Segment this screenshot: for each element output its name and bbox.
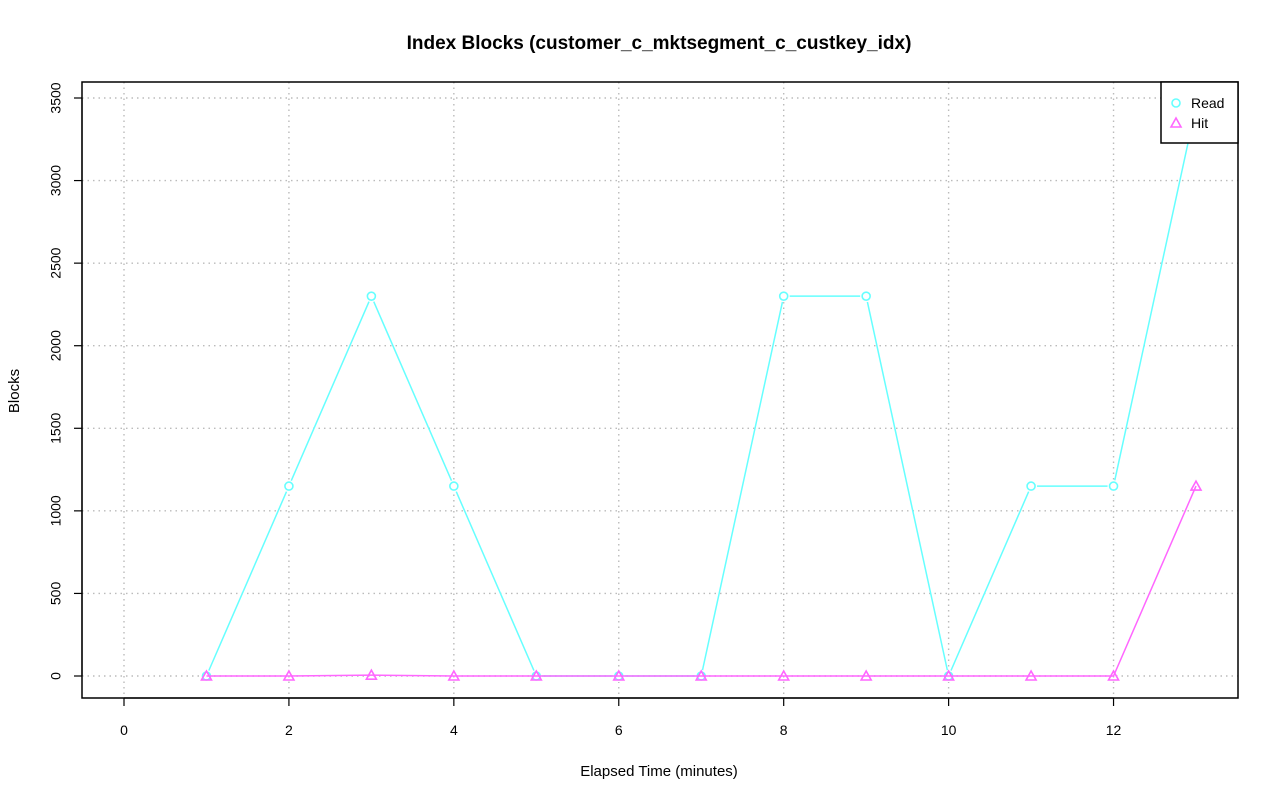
series-read-point (1026, 481, 1036, 491)
series-read-point (778, 291, 789, 301)
series-hit-line (206, 485, 1197, 677)
y-axis: 0 500 1000 1500 2000 2500 3000 3500 (48, 82, 83, 680)
series-hit-point (529, 669, 543, 681)
x-axis-label: Elapsed Time (minutes) (580, 763, 738, 780)
series-hit-point (859, 669, 873, 681)
x-tick-label: 8 (780, 722, 788, 738)
y-tick-label: 0 (48, 672, 64, 680)
series-read-point (449, 481, 459, 491)
series-read-point (284, 481, 294, 491)
x-tick-label: 12 (1106, 722, 1122, 738)
series-read (200, 100, 1202, 682)
series-hit-point (942, 669, 955, 681)
series-hit-point (777, 669, 791, 681)
y-tick-label: 3000 (48, 165, 64, 196)
chart-title: Index Blocks (customer_c_mktsegment_c_cu… (407, 33, 912, 54)
series-hit (200, 479, 1203, 681)
series-read-point (861, 291, 871, 301)
y-tick-label: 2500 (48, 247, 64, 278)
legend-marker-read (1171, 98, 1181, 108)
series-hit-point (694, 669, 708, 681)
plot-series (200, 100, 1203, 682)
series-hit-point (200, 669, 213, 681)
series-hit-point (365, 668, 378, 680)
x-tick-label: 0 (120, 722, 128, 738)
legend-label-read: Read (1191, 95, 1224, 111)
x-tick-label: 10 (941, 722, 957, 738)
y-tick-label: 1000 (48, 495, 64, 526)
series-hit-point (612, 669, 626, 681)
y-tick-label: 1500 (48, 413, 64, 444)
series-hit-point (282, 669, 296, 681)
x-tick-label: 2 (285, 722, 293, 738)
series-read-point (366, 291, 377, 301)
series-hit-point (447, 669, 461, 681)
y-tick-label: 3500 (48, 82, 64, 113)
grid (82, 82, 1238, 698)
x-axis: 0 2 4 6 8 10 12 (120, 697, 1122, 738)
series-hit-point (1107, 669, 1120, 681)
x-tick-label: 6 (615, 722, 623, 738)
legend-box (1160, 81, 1239, 144)
series-read-line (205, 106, 1197, 679)
legend: Read Hit (1160, 81, 1239, 144)
y-tick-label: 2000 (48, 330, 64, 361)
x-tick-label: 4 (450, 722, 458, 738)
series-read-point (1108, 481, 1119, 491)
series-hit-point (1189, 479, 1203, 491)
series-hit-point (1024, 669, 1038, 681)
legend-label-hit: Hit (1191, 115, 1208, 131)
plot-frame (81, 81, 1239, 699)
y-axis-label: Blocks (6, 369, 23, 413)
y-tick-label: 500 (48, 582, 64, 606)
legend-marker-hit (1169, 116, 1183, 128)
